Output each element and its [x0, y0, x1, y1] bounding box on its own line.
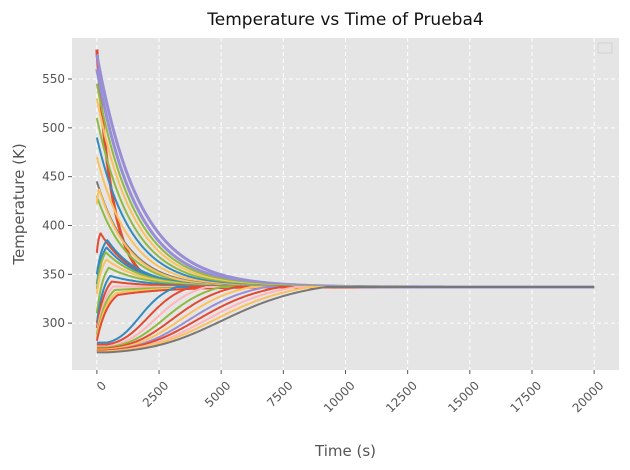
x-tick-label: 5000 — [202, 378, 233, 409]
x-axis-label: Time (s) — [314, 442, 376, 460]
y-axis-ticks: 300 350 400 450 500 550 — [42, 72, 72, 330]
y-tick-label: 400 — [42, 218, 65, 232]
y-tick-label: 350 — [42, 267, 65, 281]
x-tick-label: 10000 — [321, 378, 358, 415]
y-axis-label: Temperature (K) — [10, 143, 28, 265]
x-tick-label: 2500 — [140, 378, 171, 409]
chart-title: Temperature vs Time of Prueba4 — [206, 10, 483, 30]
x-tick-label: 7500 — [264, 378, 295, 409]
y-tick-label: 450 — [42, 170, 65, 184]
x-tick-label: 17500 — [507, 378, 544, 415]
series-lines — [95, 48, 595, 354]
legend-box — [597, 42, 613, 54]
grid — [72, 38, 619, 370]
series-line — [95, 286, 595, 354]
x-axis-ticks: 0 2500 5000 7500 10000 12500 15000 17500 20000 — [94, 370, 607, 415]
y-tick-label: 500 — [42, 121, 65, 135]
x-tick-label: 15000 — [445, 378, 482, 415]
x-tick-label: 20000 — [570, 378, 607, 415]
x-tick-label: 12500 — [383, 378, 420, 415]
x-tick-label: 0 — [94, 378, 109, 393]
y-tick-label: 300 — [42, 316, 65, 330]
y-tick-label: 550 — [42, 72, 65, 86]
